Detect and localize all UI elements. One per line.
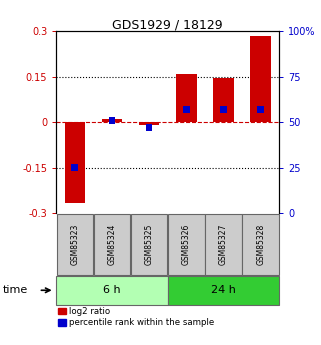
FancyBboxPatch shape — [168, 214, 204, 275]
Bar — [213, 78, 234, 122]
Bar — [183, 106, 190, 113]
Bar — [102, 119, 122, 122]
Bar — [220, 106, 227, 113]
FancyBboxPatch shape — [168, 276, 279, 305]
Bar — [65, 122, 85, 203]
Bar — [108, 117, 115, 124]
Text: GSM85326: GSM85326 — [182, 224, 191, 265]
Text: GSM85324: GSM85324 — [108, 224, 117, 265]
Text: GSM85327: GSM85327 — [219, 224, 228, 265]
Text: GSM85328: GSM85328 — [256, 224, 265, 265]
Bar — [139, 122, 159, 125]
Bar — [146, 124, 152, 131]
FancyBboxPatch shape — [56, 276, 168, 305]
Bar — [71, 165, 78, 171]
FancyBboxPatch shape — [131, 214, 167, 275]
Title: GDS1929 / 18129: GDS1929 / 18129 — [112, 18, 223, 31]
Bar — [176, 73, 196, 122]
FancyBboxPatch shape — [242, 214, 279, 275]
Bar — [257, 106, 264, 113]
Text: GSM85325: GSM85325 — [145, 224, 154, 265]
Bar — [250, 36, 271, 122]
Legend: log2 ratio, percentile rank within the sample: log2 ratio, percentile rank within the s… — [58, 307, 215, 327]
FancyBboxPatch shape — [56, 214, 93, 275]
Text: 6 h: 6 h — [103, 285, 121, 295]
FancyBboxPatch shape — [205, 214, 242, 275]
Text: time: time — [3, 285, 29, 295]
FancyBboxPatch shape — [94, 214, 130, 275]
Text: GSM85323: GSM85323 — [70, 224, 79, 265]
Text: 24 h: 24 h — [211, 285, 236, 295]
